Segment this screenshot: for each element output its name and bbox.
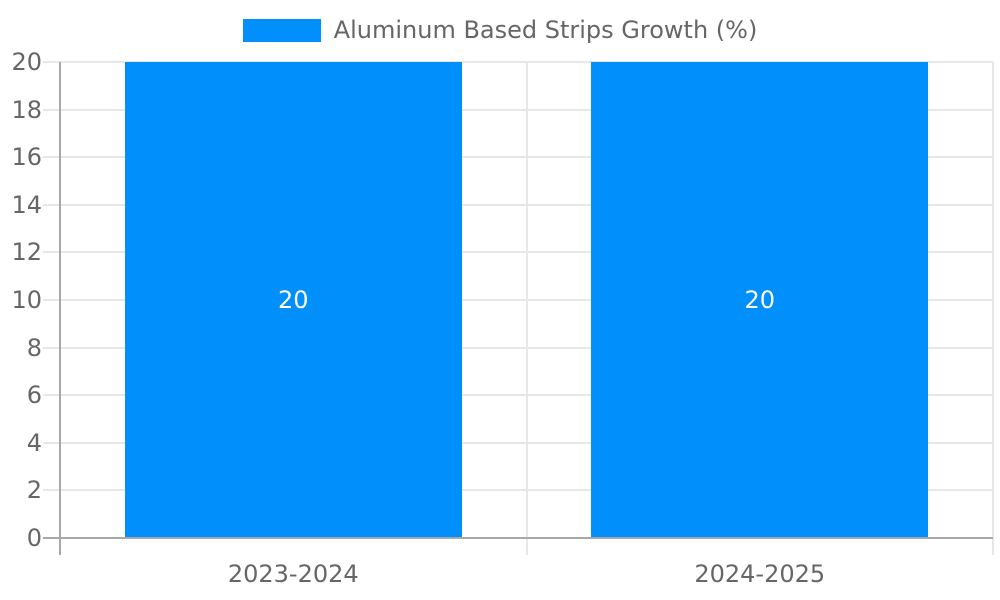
y-axis-tick bbox=[43, 489, 60, 492]
y-axis-tick bbox=[43, 251, 60, 254]
y-tick-label: 20 bbox=[11, 48, 42, 76]
y-axis-tick bbox=[43, 108, 60, 111]
bar-value-label: 20 bbox=[277, 286, 309, 314]
y-axis-tick bbox=[43, 441, 60, 444]
legend-item[interactable]: Aluminum Based Strips Growth (%) bbox=[242, 16, 758, 44]
gridline-vertical bbox=[525, 62, 528, 555]
x-tick-label: 2024-2025 bbox=[694, 560, 826, 588]
y-axis-tick bbox=[43, 346, 60, 349]
y-tick-label: 14 bbox=[11, 190, 42, 219]
y-axis-tick bbox=[43, 299, 60, 301]
gridline-vertical bbox=[992, 62, 994, 555]
y-tick-label: 0 bbox=[26, 524, 42, 552]
legend-label: Aluminum Based Strips Growth (%) bbox=[333, 16, 758, 44]
y-tick-label: 2 bbox=[26, 476, 42, 505]
y-axis-tick bbox=[43, 203, 60, 206]
x-tick-label: 2023-2024 bbox=[227, 560, 359, 588]
legend: Aluminum Based Strips Growth (%) bbox=[0, 16, 1000, 44]
plot-area: 20 20 bbox=[43, 61, 994, 555]
y-tick-label: 12 bbox=[11, 238, 42, 267]
x-axis-line bbox=[43, 537, 993, 539]
bar-2024-2025[interactable]: 20 bbox=[591, 62, 929, 538]
legend-swatch-icon bbox=[242, 18, 321, 42]
y-tick-label: 6 bbox=[26, 381, 42, 410]
bar-value-label: 20 bbox=[744, 286, 776, 314]
y-axis-tick bbox=[43, 61, 60, 63]
bar-2023-2024[interactable]: 20 bbox=[124, 62, 462, 538]
y-axis-line bbox=[59, 62, 61, 555]
y-tick-label: 18 bbox=[11, 95, 42, 124]
y-axis-tick bbox=[43, 394, 60, 397]
y-tick-label: 4 bbox=[26, 428, 42, 457]
y-tick-label: 16 bbox=[11, 143, 42, 172]
y-axis-tick bbox=[43, 156, 60, 159]
y-tick-label: 10 bbox=[11, 286, 42, 314]
y-tick-label: 8 bbox=[26, 333, 42, 362]
